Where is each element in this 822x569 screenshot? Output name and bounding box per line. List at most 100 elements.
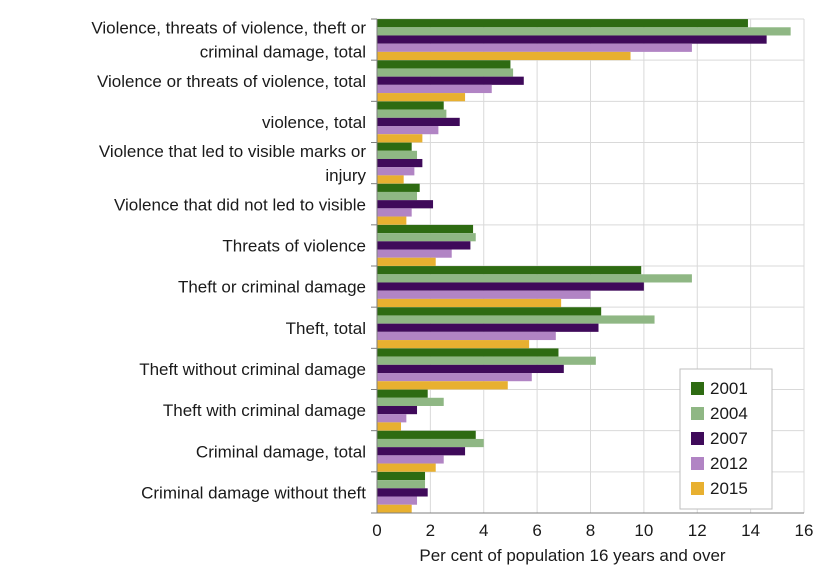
x-tick-label-1: 2 xyxy=(426,521,435,540)
bar-2007-9 xyxy=(377,405,418,415)
bar-2007-2 xyxy=(377,117,460,127)
bar-2012-11 xyxy=(377,496,418,505)
bar-2015-1 xyxy=(377,93,466,102)
x-tick-label-6: 12 xyxy=(688,521,707,540)
category-label-10-0: Criminal damage, total xyxy=(196,442,366,461)
bar-2015-4 xyxy=(377,216,407,225)
category-label-1-0: Violence or threats of violence, total xyxy=(97,72,366,91)
category-label-2-0: violence, total xyxy=(262,113,366,132)
category-label-5-0: Threats of violence xyxy=(222,236,366,255)
x-tick-label-2: 4 xyxy=(479,521,488,540)
bar-2004-6 xyxy=(377,274,692,283)
bar-2004-10 xyxy=(377,438,484,448)
category-label-11-0: Criminal damage without theft xyxy=(141,483,366,502)
bar-2001-5 xyxy=(377,224,474,234)
x-tick-label-3: 6 xyxy=(532,521,541,540)
bar-2012-4 xyxy=(377,208,412,217)
category-label-8-0: Theft without criminal damage xyxy=(139,360,366,379)
bar-2004-3 xyxy=(377,150,418,159)
bar-2001-1 xyxy=(377,60,511,69)
bar-2015-10 xyxy=(377,463,436,472)
bar-2012-1 xyxy=(377,84,492,94)
legend-label-2001: 2001 xyxy=(710,379,748,398)
bar-2012-2 xyxy=(377,126,439,135)
x-tick-labels: 0 2 4 6 8 10 12 14 16 xyxy=(372,521,813,540)
bar-2007-0 xyxy=(377,35,767,44)
x-tick-label-0: 0 xyxy=(372,521,381,540)
bar-2007-3 xyxy=(377,158,423,168)
bar-2012-0 xyxy=(377,43,692,52)
category-label-7-0: Theft, total xyxy=(286,319,366,338)
x-tick-label-7: 14 xyxy=(741,521,760,540)
bar-2004-11 xyxy=(377,480,426,489)
bar-2001-10 xyxy=(377,430,476,439)
bar-2001-8 xyxy=(377,348,559,357)
x-tick-label-8: 16 xyxy=(795,521,814,540)
category-label-3-1: injury xyxy=(325,166,366,185)
bar-2007-11 xyxy=(377,488,428,497)
legend-label-2015: 2015 xyxy=(710,479,748,498)
bar-2012-9 xyxy=(377,414,407,423)
bar-2015-3 xyxy=(377,175,404,184)
bar-2001-2 xyxy=(377,101,444,110)
legend-swatch-2012 xyxy=(691,457,704,470)
bar-2007-5 xyxy=(377,241,471,250)
bar-2007-7 xyxy=(377,323,599,332)
bar-2001-7 xyxy=(377,307,602,316)
bar-2012-3 xyxy=(377,167,415,176)
bar-2012-7 xyxy=(377,331,556,341)
bar-2007-8 xyxy=(377,364,564,374)
bar-2007-6 xyxy=(377,282,644,291)
legend-label-2007: 2007 xyxy=(710,429,748,448)
bar-2004-0 xyxy=(377,27,791,36)
legend-swatch-2004 xyxy=(691,407,704,420)
bar-2015-2 xyxy=(377,134,423,143)
axes xyxy=(371,18,804,514)
bar-2012-8 xyxy=(377,373,532,382)
bars xyxy=(377,19,791,513)
legend-swatch-2015 xyxy=(691,482,704,495)
legend-label-2012: 2012 xyxy=(710,454,748,473)
category-labels: Violence, threats of violence, theft or c… xyxy=(91,19,366,503)
bar-2015-11 xyxy=(377,504,412,513)
category-label-4-0: Violence that did not led to visible xyxy=(114,195,366,214)
bar-2004-9 xyxy=(377,397,444,406)
x-tick-label-4: 8 xyxy=(586,521,595,540)
bar-2012-10 xyxy=(377,455,444,464)
legend: 2001 2004 2007 2012 2015 xyxy=(679,368,773,510)
legend-label-2004: 2004 xyxy=(710,404,748,423)
bar-2015-0 xyxy=(377,51,631,61)
legend-swatch-2007 xyxy=(691,432,704,445)
bar-2001-0 xyxy=(377,19,748,28)
bar-2001-11 xyxy=(377,471,426,481)
bar-2015-5 xyxy=(377,257,436,266)
category-label-0-0: Violence, threats of violence, theft or xyxy=(91,19,366,38)
bar-2015-8 xyxy=(377,381,508,390)
bar-2004-8 xyxy=(377,356,596,365)
bar-2007-4 xyxy=(377,200,434,209)
category-label-3-0: Violence that led to visible marks or xyxy=(99,142,366,161)
bar-2012-5 xyxy=(377,249,452,258)
legend-swatch-2001 xyxy=(691,382,704,395)
bar-2012-6 xyxy=(377,290,591,299)
bar-2001-9 xyxy=(377,389,428,398)
bar-2001-6 xyxy=(377,266,642,275)
category-label-9-0: Theft with criminal damage xyxy=(163,401,366,420)
bar-2001-3 xyxy=(377,142,412,151)
category-label-0-1: criminal damage, total xyxy=(200,43,366,62)
bar-2015-6 xyxy=(377,298,562,308)
x-tick-label-5: 10 xyxy=(634,521,653,540)
x-axis-title: Per cent of population 16 years and over xyxy=(419,546,726,565)
category-label-6-0: Theft or criminal damage xyxy=(178,278,366,297)
bar-2004-1 xyxy=(377,68,514,77)
bar-2001-4 xyxy=(377,183,420,192)
bar-2015-7 xyxy=(377,340,530,349)
bar-2004-2 xyxy=(377,109,447,118)
bar-2004-7 xyxy=(377,315,655,324)
bar-2015-9 xyxy=(377,422,402,431)
bar-2004-5 xyxy=(377,233,476,242)
bar-2004-4 xyxy=(377,191,418,201)
bar-2007-1 xyxy=(377,76,524,85)
bar-2007-10 xyxy=(377,447,466,456)
